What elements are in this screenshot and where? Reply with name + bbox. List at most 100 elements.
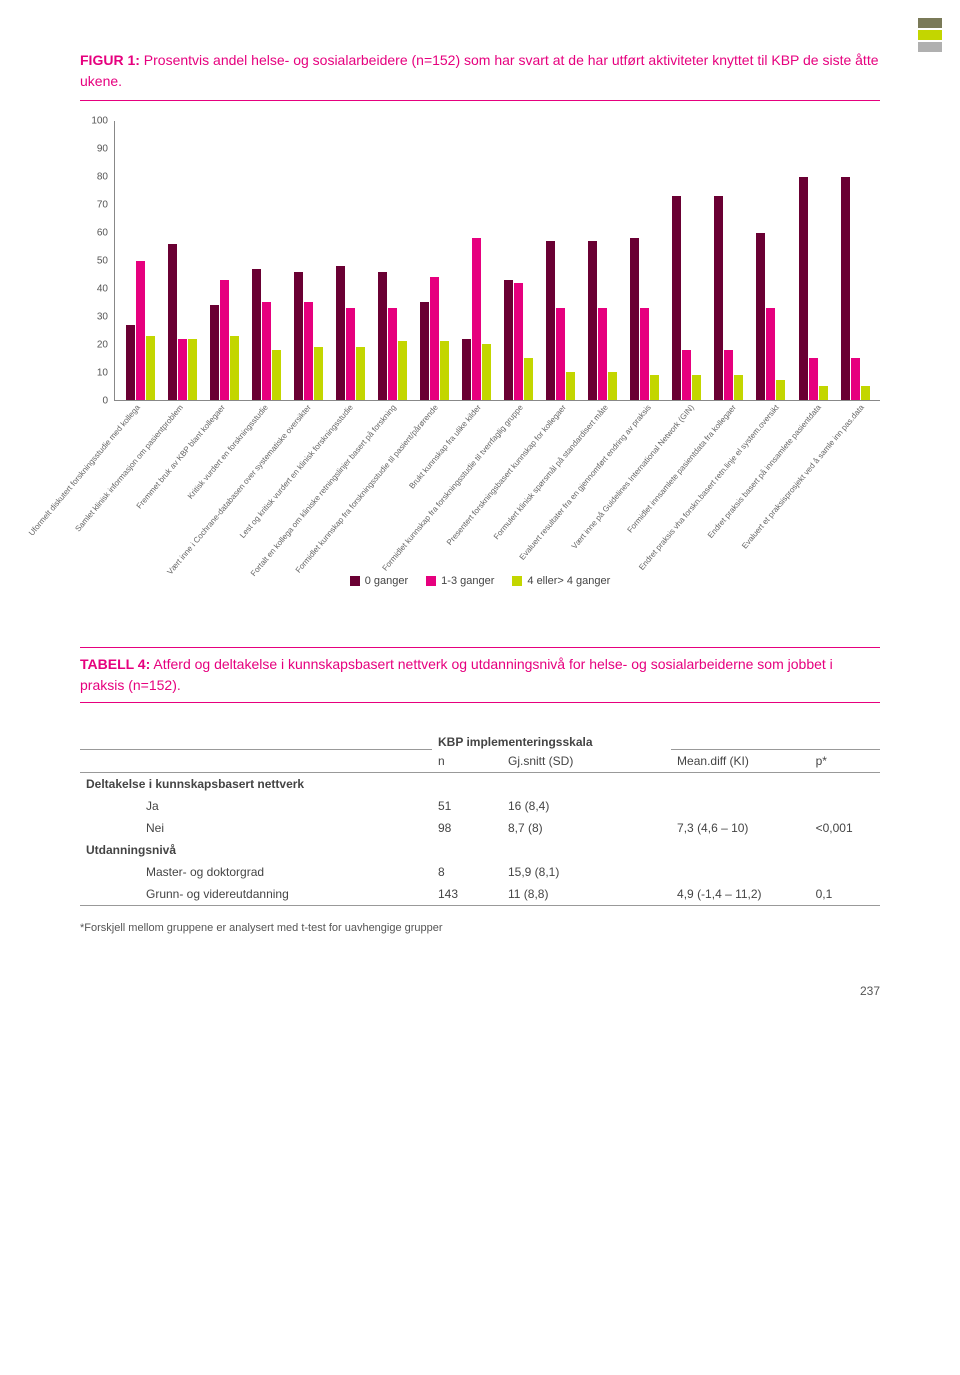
bar [692, 375, 701, 400]
bar [556, 308, 565, 400]
table-cell: <0,001 [810, 817, 880, 839]
y-tick-label: 100 [91, 116, 108, 127]
bar [220, 280, 229, 400]
bar [504, 280, 513, 400]
table-cell: 143 [432, 883, 502, 906]
figure-caption: FIGUR 1: Prosentvis andel helse- og sosi… [80, 50, 880, 101]
bar [640, 308, 649, 400]
corner-decoration [918, 18, 942, 52]
bar [766, 308, 775, 400]
table-cell [810, 795, 880, 817]
table-cell: 7,3 (4,6 – 10) [671, 817, 810, 839]
bar [188, 339, 197, 400]
bar [272, 350, 281, 400]
bar-group [540, 121, 582, 400]
column-header: Mean.diff (KI) [671, 749, 810, 772]
y-tick-label: 50 [97, 256, 108, 267]
page-number: 237 [80, 984, 880, 998]
corner-mark [918, 42, 942, 52]
bar [472, 238, 481, 400]
legend-swatch [426, 576, 436, 586]
chart-legend: 0 ganger1-3 ganger4 eller> 4 ganger [80, 575, 880, 587]
bar [314, 347, 323, 400]
bar-chart: 0102030405060708090100 Uformelt diskuter… [80, 121, 880, 561]
bar [776, 380, 785, 400]
bar [809, 358, 818, 400]
y-axis-ticks: 0102030405060708090100 [80, 121, 110, 401]
bar-group [498, 121, 540, 400]
figure-caption-text: Prosentvis andel helse- og sosialarbeide… [80, 52, 879, 89]
x-axis-labels: Uformelt diskutert forskningsstudie med … [114, 401, 880, 561]
bar-group [287, 121, 329, 400]
table-footnote: *Forskjell mellom gruppene er analysert … [80, 922, 880, 934]
bar-group [582, 121, 624, 400]
bar [546, 241, 555, 400]
bar [598, 308, 607, 400]
bar-group [708, 121, 750, 400]
column-header: p* [810, 749, 880, 772]
table-cell: 8 [432, 861, 502, 883]
bar [851, 358, 860, 400]
table-cell: 16 (8,4) [502, 795, 671, 817]
table-cell: 8,7 (8) [502, 817, 671, 839]
y-tick-label: 30 [97, 312, 108, 323]
bar [682, 350, 691, 400]
y-tick-label: 0 [102, 396, 108, 407]
bar [126, 325, 135, 400]
bar [724, 350, 733, 400]
x-tick-label: Evaluert et praksisprosjekt ved å samle … [838, 401, 881, 561]
bar [524, 358, 533, 400]
y-tick-label: 80 [97, 172, 108, 183]
bar-group [750, 121, 792, 400]
bar-groups [115, 121, 880, 400]
bar [462, 339, 471, 400]
legend-label: 0 ganger [365, 575, 408, 587]
legend-label: 1-3 ganger [441, 575, 494, 587]
bar [440, 341, 449, 400]
table-cell: 11 (8,8) [502, 883, 671, 906]
y-tick-label: 40 [97, 284, 108, 295]
bar [356, 347, 365, 400]
data-table: KBP implementeringsskala nGj.snitt (SD)M… [80, 731, 880, 906]
table-cell: Grunn- og videreutdanning [80, 883, 432, 906]
table-cell: 51 [432, 795, 502, 817]
table-cell: 4,9 (-1,4 – 11,2) [671, 883, 810, 906]
bar [841, 177, 850, 400]
legend-swatch [350, 576, 360, 586]
bar [630, 238, 639, 400]
column-header [80, 749, 432, 772]
bar-group [666, 121, 708, 400]
table-cell: 0,1 [810, 883, 880, 906]
table-cell: 15,9 (8,1) [502, 861, 671, 883]
table-cell: Master- og doktorgrad [80, 861, 432, 883]
bar [388, 308, 397, 400]
table-cell [671, 795, 810, 817]
bar [336, 266, 345, 400]
bar-group [792, 121, 834, 400]
table-cell [671, 861, 810, 883]
bar-group [413, 121, 455, 400]
table-cell [810, 861, 880, 883]
table-cell: Nei [80, 817, 432, 839]
bar [252, 269, 261, 400]
bar [146, 336, 155, 400]
bar-group [119, 121, 161, 400]
legend-item: 0 ganger [350, 575, 408, 587]
bar [799, 177, 808, 400]
bar [514, 283, 523, 400]
y-tick-label: 70 [97, 200, 108, 211]
bar [168, 244, 177, 400]
bar [136, 261, 145, 401]
bar [608, 372, 617, 400]
bar-group [371, 121, 413, 400]
corner-mark [918, 18, 942, 28]
bar [398, 341, 407, 400]
bar [378, 272, 387, 400]
bar [430, 277, 439, 400]
bar [210, 305, 219, 400]
bar [566, 372, 575, 400]
bar [819, 386, 828, 400]
bar [262, 302, 271, 400]
figure-label: FIGUR 1: [80, 52, 140, 68]
bar [734, 375, 743, 400]
